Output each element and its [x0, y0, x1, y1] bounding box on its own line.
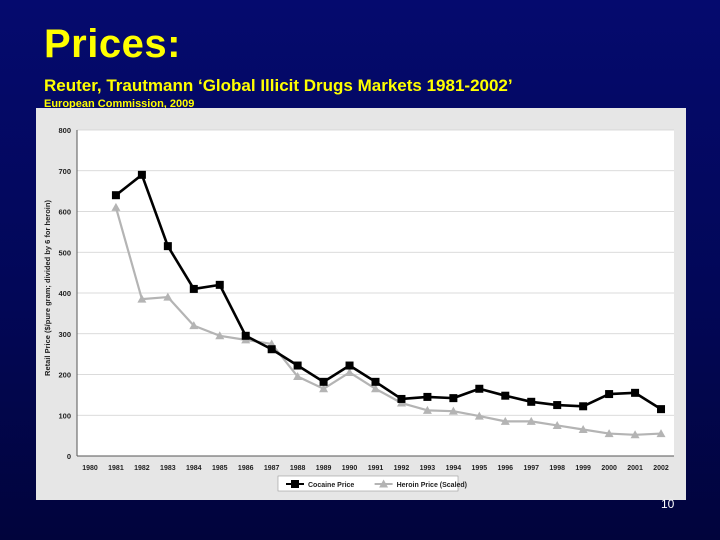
heroin-price-scaled-point: [422, 405, 432, 414]
heroin-price-scaled-point: [630, 430, 640, 439]
cocaine-price-point: [189, 284, 198, 293]
heroin-price-scaled-point: [474, 411, 484, 420]
legend-swatch-marker: [291, 480, 299, 488]
cocaine-price-point: [319, 377, 328, 386]
legend-label: Cocaine Price: [308, 482, 354, 489]
heroin-price-scaled-point: [111, 202, 121, 211]
slide-title: Prices:: [44, 22, 181, 66]
cocaine-price-point: [475, 384, 484, 393]
y-tick-labels: 0 100 200 300 400 500 600 700 800: [58, 126, 71, 461]
heroin-price-scaled-point: [578, 425, 588, 434]
cocaine-price-line: [115, 173, 662, 411]
slide-number: 10: [661, 497, 675, 511]
heroin-price-scaled-point: [345, 367, 355, 376]
x-tick-label: 1984: [186, 465, 202, 472]
x-tick-label: 1985: [212, 465, 228, 472]
x-tick-label: 1980: [82, 465, 98, 472]
x-tick-label: 1992: [394, 465, 410, 472]
x-tick-label: 1988: [290, 465, 306, 472]
cocaine-price-point: [163, 242, 172, 251]
cocaine-price-point: [293, 361, 302, 370]
x-tick-label: 1990: [342, 465, 358, 472]
x-tick-label: 1982: [134, 465, 150, 472]
legend-swatch-marker: [379, 479, 389, 488]
legend-item-heroin-price-scaled: Heroin Price (Scaled): [374, 479, 467, 489]
axes: [76, 130, 674, 457]
cocaine-price-point: [137, 170, 146, 179]
cocaine-price-point: [111, 191, 120, 200]
cocaine-price-point: [371, 377, 380, 386]
x-tick-label: 1993: [420, 465, 436, 472]
legend-item-cocaine-price: Cocaine Price: [286, 480, 354, 489]
cocaine-price-point: [267, 345, 276, 354]
legend-label: Heroin Price (Scaled): [397, 482, 467, 489]
cocaine-price-point: [397, 394, 406, 403]
cocaine-price-point: [449, 394, 458, 403]
cocaine-price-point: [423, 392, 432, 401]
cocaine-price-point: [215, 280, 224, 289]
heroin-price-scaled-point: [526, 416, 536, 425]
cocaine-price-point: [657, 405, 666, 414]
cocaine-price-point: [527, 397, 536, 406]
cocaine-price-point: [631, 388, 640, 397]
x-tick-label: 1999: [575, 465, 591, 472]
y-tick-label: 800: [58, 126, 71, 135]
cocaine-price-point: [501, 391, 510, 400]
slide-subtitle: Reuter, Trautmann ‘Global Illicit Drugs …: [44, 76, 513, 95]
x-tick-label: 1983: [160, 465, 176, 472]
x-tick-label: 1989: [316, 465, 332, 472]
legend: Cocaine Price Heroin Price (Scaled): [277, 475, 467, 492]
y-axis-label: Retail Price ($/pure gram; divided by 6 …: [43, 200, 52, 376]
y-tick-label: 300: [58, 330, 71, 339]
x-tick-label: 2000: [601, 465, 617, 472]
y-tick-label: 600: [58, 208, 71, 217]
x-tick-label: 1998: [549, 465, 565, 472]
cocaine-price-point: [579, 402, 588, 411]
heroin-price-scaled-point: [137, 294, 147, 303]
heroin-price-scaled-point: [163, 292, 173, 301]
x-tick-label: 1981: [108, 465, 124, 472]
heroin-price-scaled-point: [448, 406, 458, 415]
x-tick-label: 1994: [446, 465, 462, 472]
x-tick-label: 1997: [523, 465, 539, 472]
x-tick-label: 2002: [653, 465, 669, 472]
x-tick-label: 2001: [627, 465, 643, 472]
heroin-price-scaled-point: [215, 331, 225, 340]
x-tick-label: 1996: [497, 465, 513, 472]
x-tick-labels: 1980 1981 1982 1983 1984 1985 1986 1987 1988 1989…: [82, 465, 669, 472]
heroin-price-scaled-point: [656, 429, 666, 438]
heroin-price-scaled-series: [111, 202, 666, 439]
series: [111, 170, 666, 439]
y-tick-label: 200: [58, 371, 71, 380]
gridlines: [77, 129, 674, 457]
x-tick-label: 1987: [264, 465, 280, 472]
x-tick-label: 1991: [368, 465, 384, 472]
y-tick-label: 400: [58, 289, 71, 298]
y-tick-label: 700: [58, 167, 71, 176]
y-tick-label: 500: [58, 248, 71, 257]
slide-source: European Commission, 2009: [44, 98, 195, 110]
y-tick-label: 0: [67, 452, 71, 461]
heroin-price-scaled-point: [371, 384, 380, 393]
heroin-price-scaled-point: [293, 372, 303, 381]
cocaine-price-point: [241, 331, 250, 340]
cocaine-price-series: [111, 170, 666, 414]
heroin-price-scaled-point: [604, 429, 614, 438]
chart-frame: 0 100 200 300 400 500 600 700 800 1980 1981 1982 19…: [36, 108, 686, 500]
y-tick-label: 100: [58, 411, 71, 420]
cocaine-price-point: [605, 390, 614, 399]
heroin-price-scaled-point: [189, 321, 199, 330]
heroin-price-scaled-point: [319, 384, 329, 393]
heroin-price-scaled-line: [114, 207, 662, 436]
legend-box: [277, 475, 459, 492]
cocaine-price-point: [345, 361, 354, 370]
heroin-price-scaled-point: [552, 420, 562, 429]
cocaine-price-point: [553, 401, 562, 410]
x-tick-label: 1995: [472, 465, 488, 472]
x-tick-label: 1986: [238, 465, 254, 472]
heroin-price-scaled-point: [500, 416, 510, 425]
